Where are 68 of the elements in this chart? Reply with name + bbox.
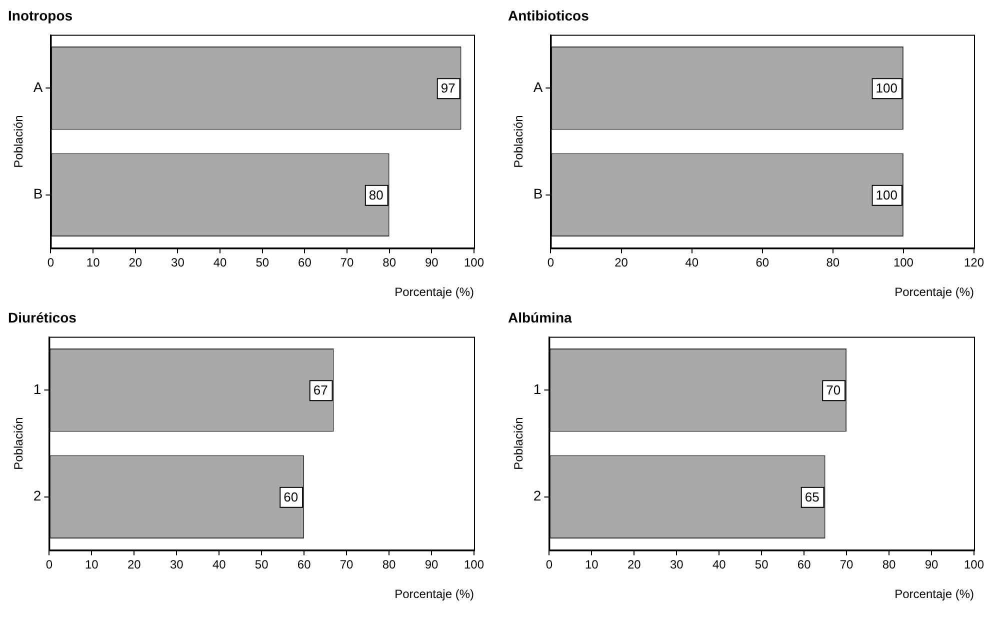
x-tick-label: 10 — [86, 256, 100, 270]
x-tick-label: 40 — [685, 256, 699, 270]
x-tick-label: 0 — [47, 256, 54, 270]
data-label: 65 — [804, 489, 820, 504]
y-tick-label: B — [533, 186, 543, 202]
chart-title: Diuréticos — [8, 309, 77, 326]
y-tick-label: A — [533, 79, 544, 96]
x-tick-label: 20 — [627, 558, 642, 572]
x-tick-label: 70 — [840, 558, 854, 572]
chart-title: Antibioticos — [508, 7, 590, 24]
y-tick-label: 1 — [33, 381, 42, 398]
x-tick-label: 70 — [340, 558, 354, 572]
x-tick-label: 60 — [298, 256, 312, 270]
y-tick-label: 2 — [33, 488, 42, 504]
y-axis-title: Población — [512, 417, 526, 470]
x-axis-title: Porcentaje (%) — [394, 587, 474, 602]
x-tick-label: 70 — [340, 256, 354, 270]
x-tick-label: 100 — [893, 256, 914, 270]
x-tick-label: 120 — [964, 256, 984, 270]
x-tick-label: 10 — [584, 558, 599, 572]
x-tick-label: 100 — [464, 558, 484, 572]
x-tick-label: 100 — [964, 558, 984, 572]
x-tick-label: 90 — [924, 558, 939, 572]
x-tick-label: 30 — [170, 558, 184, 572]
x-tick-label: 50 — [254, 558, 269, 572]
x-tick-label: 30 — [171, 256, 185, 270]
data-label: 100 — [876, 80, 898, 96]
x-tick-label: 90 — [424, 558, 439, 572]
y-axis-title: Población — [12, 417, 26, 470]
x-axis-title: Porcentaje (%) — [894, 587, 974, 602]
data-label: 80 — [368, 187, 384, 202]
chart-title: Albúmina — [508, 309, 572, 326]
x-tick-label: 50 — [256, 256, 270, 270]
y-tick-label: 2 — [533, 488, 542, 504]
y-tick-label: A — [33, 79, 44, 96]
x-axis-title: Porcentaje (%) — [894, 285, 974, 300]
x-tick-label: 40 — [712, 558, 726, 572]
x-tick-label: 60 — [756, 256, 770, 270]
x-axis-title: Porcentaje (%) — [394, 285, 474, 300]
x-tick-label: 0 — [46, 558, 53, 572]
x-tick-label: 80 — [382, 256, 396, 270]
x-tick-label: 40 — [213, 256, 228, 270]
x-tick-label: 60 — [797, 558, 812, 572]
x-tick-label: 80 — [882, 558, 896, 572]
y-axis-title: Población — [512, 115, 526, 168]
x-tick-label: 80 — [826, 256, 840, 270]
y-axis-title: Población — [12, 115, 26, 168]
x-tick-label: 0 — [547, 256, 554, 270]
x-tick-label: 0 — [546, 558, 553, 572]
chart-title: Inotropos — [8, 7, 73, 24]
y-tick-label: 1 — [533, 381, 542, 398]
x-tick-label: 20 — [128, 256, 142, 270]
x-tick-label: 50 — [754, 558, 769, 572]
x-tick-label: 100 — [464, 256, 484, 270]
x-tick-label: 80 — [382, 558, 396, 572]
x-tick-label: 40 — [212, 558, 226, 572]
x-tick-label: 60 — [297, 558, 312, 572]
x-tick-label: 30 — [670, 558, 684, 572]
data-label: 100 — [876, 187, 898, 202]
data-label: 67 — [313, 382, 328, 398]
x-tick-label: 10 — [84, 558, 99, 572]
x-tick-label: 20 — [614, 256, 628, 270]
data-label: 70 — [826, 382, 841, 398]
data-label: 97 — [440, 80, 456, 96]
data-label: 60 — [284, 489, 298, 504]
x-tick-label: 20 — [127, 558, 142, 572]
y-tick-label: B — [33, 186, 43, 202]
x-tick-label: 90 — [424, 256, 439, 270]
